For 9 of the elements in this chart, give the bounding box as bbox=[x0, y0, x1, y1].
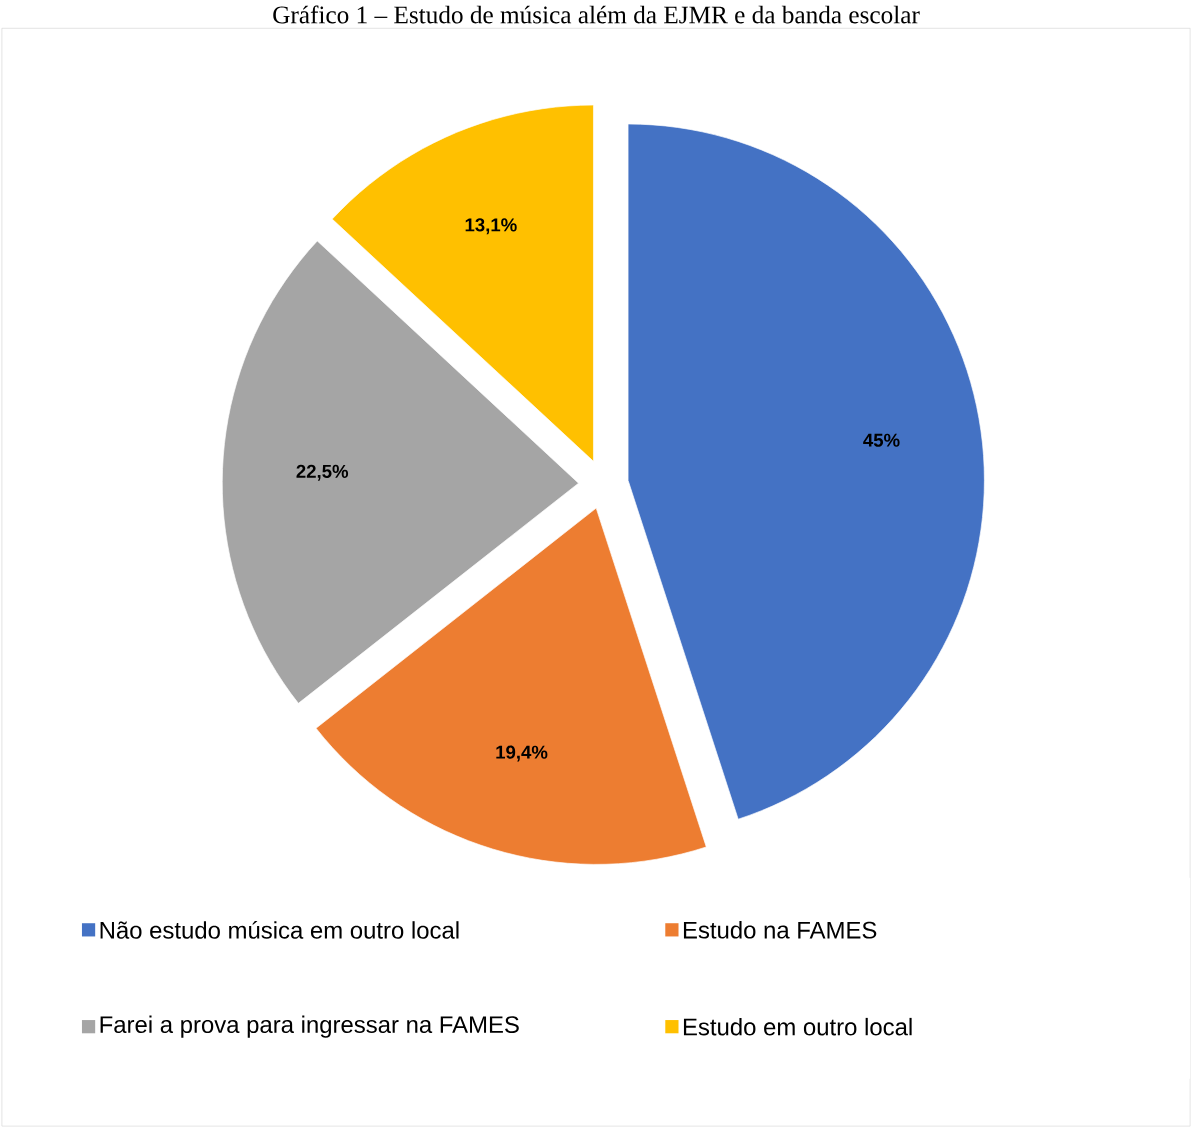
legend-label: Estudo em outro local bbox=[683, 1017, 912, 1036]
legend-label: Não estudo música em outro local bbox=[100, 920, 459, 939]
data-label: 13,1% bbox=[465, 218, 517, 235]
chart-title: Gráfico 1 – Estudo de música além da EJMR e da banda escolar bbox=[273, 5, 920, 24]
data-label: 45% bbox=[863, 433, 900, 447]
data-label: 22,5% bbox=[296, 464, 349, 481]
legend-label: Farei a prova para ingressar na FAMES bbox=[100, 1015, 519, 1038]
legend-label: Estudo na FAMES bbox=[683, 921, 877, 939]
data-label: 19,4% bbox=[496, 745, 548, 762]
